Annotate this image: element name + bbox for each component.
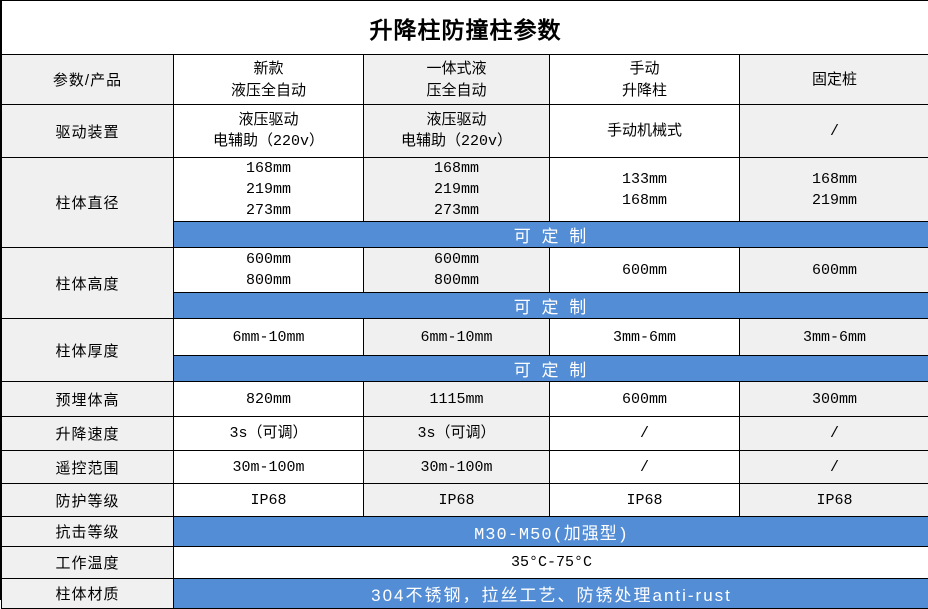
remote-value-2: 30m-100m [364, 451, 550, 484]
remote-value-1: 30m-100m [174, 451, 364, 484]
buried-value-2: 1115mm [364, 382, 550, 417]
height-value-4: 600mm [740, 248, 928, 293]
thickness-customizable-banner: 可 定 制 [174, 356, 928, 382]
speed-value-3: / [550, 417, 740, 451]
thickness-value-3: 3mm-6mm [550, 319, 740, 356]
protection-value-4: IP68 [740, 484, 928, 517]
diameter-customizable-banner: 可 定 制 [174, 222, 928, 248]
title-row: 升降柱防撞柱参数 [2, 1, 928, 55]
buried-value-4: 300mm [740, 382, 928, 417]
drive-value-4: / [740, 105, 928, 158]
speed-value-2: 3s（可调） [364, 417, 550, 451]
remote-value-3: / [550, 451, 740, 484]
row-thickness-label: 柱体厚度 [2, 319, 174, 382]
buried-value-1: 820mm [174, 382, 364, 417]
height-value-2: 600mm 800mm [364, 248, 550, 293]
header-product-integrated-hydraulic: 一体式液 压全自动 [364, 55, 550, 105]
row-temperature-label: 工作温度 [2, 547, 174, 579]
row-height: 柱体高度 600mm 800mm 600mm 800mm 600mm 600mm [2, 248, 928, 293]
diameter-value-4: 168mm 219mm [740, 158, 928, 222]
row-drive: 驱动装置 液压驱动 电辅助（220v） 液压驱动 电辅助（220v） 手动机械式… [2, 105, 928, 158]
impact-value-banner: M30-M50(加强型) [174, 517, 928, 547]
thickness-value-2: 6mm-10mm [364, 319, 550, 356]
temperature-value: 35°C-75°C [174, 547, 928, 579]
row-remote: 遥控范围 30m-100m 30m-100m / / [2, 451, 928, 484]
row-protection: 防护等级 IP68 IP68 IP68 IP68 [2, 484, 928, 517]
diameter-value-2: 168mm 219mm 273mm [364, 158, 550, 222]
row-diameter-label: 柱体直径 [2, 158, 174, 248]
row-drive-label: 驱动装置 [2, 105, 174, 158]
height-value-3: 600mm [550, 248, 740, 293]
diameter-value-1: 168mm 219mm 273mm [174, 158, 364, 222]
speed-value-1: 3s（可调） [174, 417, 364, 451]
speed-value-4: / [740, 417, 928, 451]
row-speed-label: 升降速度 [2, 417, 174, 451]
row-diameter: 柱体直径 168mm 219mm 273mm 168mm 219mm 273mm… [2, 158, 928, 222]
drive-value-2: 液压驱动 电辅助（220v） [364, 105, 550, 158]
protection-value-1: IP68 [174, 484, 364, 517]
row-impact: 抗击等级 M30-M50(加强型) [2, 517, 928, 547]
height-customizable-banner: 可 定 制 [174, 293, 928, 319]
row-impact-label: 抗击等级 [2, 517, 174, 547]
material-value-banner: 304不锈钢，拉丝工艺、防锈处理anti-rust [174, 579, 928, 609]
row-temperature: 工作温度 35°C-75°C [2, 547, 928, 579]
drive-value-3: 手动机械式 [550, 105, 740, 158]
row-buried: 预埋体高 820mm 1115mm 600mm 300mm [2, 382, 928, 417]
height-value-1: 600mm 800mm [174, 248, 364, 293]
header-row: 参数/产品 新款 液压全自动 一体式液 压全自动 手动 升降柱 固定桩 [2, 55, 928, 105]
remote-value-4: / [740, 451, 928, 484]
row-thickness: 柱体厚度 6mm-10mm 6mm-10mm 3mm-6mm 3mm-6mm [2, 319, 928, 356]
header-product-fixed: 固定桩 [740, 55, 928, 105]
protection-value-3: IP68 [550, 484, 740, 517]
row-height-label: 柱体高度 [2, 248, 174, 319]
row-speed: 升降速度 3s（可调） 3s（可调） / / [2, 417, 928, 451]
buried-value-3: 600mm [550, 382, 740, 417]
protection-value-2: IP68 [364, 484, 550, 517]
row-buried-label: 预埋体高 [2, 382, 174, 417]
thickness-value-1: 6mm-10mm [174, 319, 364, 356]
header-product-new-hydraulic: 新款 液压全自动 [174, 55, 364, 105]
thickness-value-4: 3mm-6mm [740, 319, 928, 356]
header-corner: 参数/产品 [2, 55, 174, 105]
row-remote-label: 遥控范围 [2, 451, 174, 484]
row-material: 柱体材质 304不锈钢，拉丝工艺、防锈处理anti-rust [2, 579, 928, 609]
diameter-value-3: 133mm 168mm [550, 158, 740, 222]
drive-value-1: 液压驱动 电辅助（220v） [174, 105, 364, 158]
row-material-label: 柱体材质 [2, 579, 174, 609]
header-product-manual: 手动 升降柱 [550, 55, 740, 105]
page-title: 升降柱防撞柱参数 [2, 1, 928, 55]
row-protection-label: 防护等级 [2, 484, 174, 517]
